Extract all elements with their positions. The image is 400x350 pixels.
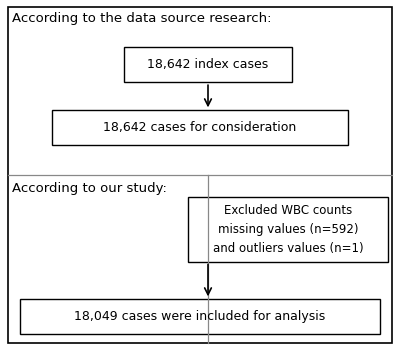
- Text: 18,049 cases were included for analysis: 18,049 cases were included for analysis: [74, 310, 326, 323]
- Bar: [52, 110, 348, 145]
- Bar: [20, 299, 380, 334]
- Text: Excluded WBC counts
missing values (n=592)
and outliers values (n=1): Excluded WBC counts missing values (n=59…: [213, 204, 363, 255]
- Text: According to our study:: According to our study:: [12, 182, 167, 195]
- Text: According to the data source research:: According to the data source research:: [12, 12, 272, 25]
- Text: 18,642 cases for consideration: 18,642 cases for consideration: [103, 121, 297, 134]
- Text: 18,642 index cases: 18,642 index cases: [147, 58, 269, 71]
- Bar: [188, 197, 388, 262]
- Bar: [124, 47, 292, 82]
